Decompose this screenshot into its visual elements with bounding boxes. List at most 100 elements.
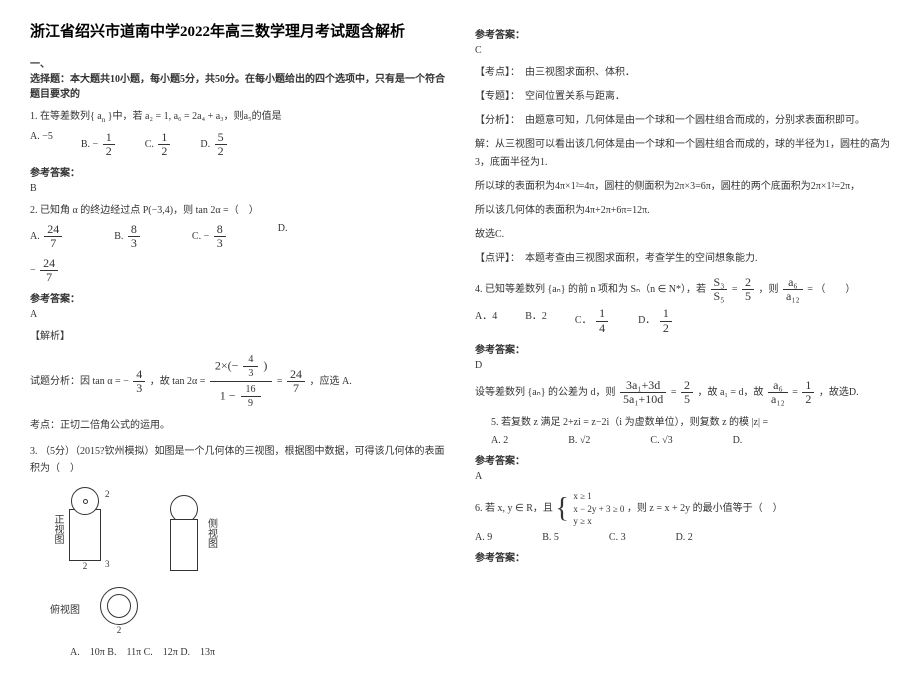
q4-optC-d: 4 xyxy=(596,322,608,335)
top-label: 俯视图 xyxy=(50,601,80,616)
q2-ans-label: 参考答案： xyxy=(30,290,445,305)
q4-end: ，故选D. xyxy=(819,387,859,398)
q4-eq3: = xyxy=(671,387,679,398)
q2-fx-n1: 4 xyxy=(133,368,145,382)
q6-optD: D. 2 xyxy=(676,532,693,543)
q3-stem: （5分）（2015?钦州模拟）如图是一个几何体的三视图，根据图中数据，可得该几何… xyxy=(30,446,444,474)
q2-res-d: 7 xyxy=(287,382,305,395)
q4-a12: a₁₂ xyxy=(783,290,803,303)
q3-ans-label: 参考答案： xyxy=(475,26,890,41)
q5-optC: C. √3 xyxy=(650,435,672,446)
q4-optD-d: 2 xyxy=(660,322,672,335)
question-2: 2. 已知角 α 的终边经过点 P(−3,4)，则 tan 2α =（ ） xyxy=(30,202,445,219)
q4-f1n: 3a₁+3d xyxy=(620,379,666,393)
q2-bigfrac: 2×(− 43 ) 1 − 169 xyxy=(210,352,273,411)
q6-ans-label: 参考答案： xyxy=(475,549,890,564)
front-dim-2: 2 xyxy=(105,489,110,499)
q2-bd-top: 1 − xyxy=(220,388,236,402)
sec-desc: 选择题：本大题共10小题，每小题5分，共50分。在每小题给出的四个选项中，只有是… xyxy=(30,74,445,100)
q2-options: A. 247 B. 83 C. − 83 D. xyxy=(30,223,445,250)
q1-optB-pre: B. − xyxy=(81,139,98,150)
q4-f1d: 5a₁+10d xyxy=(620,393,666,406)
front-label: 正视图 xyxy=(50,514,65,544)
q4-optC: C． 14 xyxy=(575,307,610,334)
q3-l3: 故选C. xyxy=(475,226,890,244)
q4-optC-n: 1 xyxy=(596,307,608,321)
q2-bd-d: 9 xyxy=(241,397,261,410)
q2-bn-top: 2×(− xyxy=(215,358,239,372)
q3-fx: 【分析】： 由题意可知，几何体是由一个球和一个圆柱组合而成的，分别求表面积即可。 xyxy=(475,112,890,130)
q3-kd: 【考点】： 由三视图求面积、体积． xyxy=(475,64,890,82)
q2-bn-d: 3 xyxy=(243,367,258,380)
q4-optD: D． 12 xyxy=(638,307,674,334)
q2-optD-pre2: − xyxy=(30,265,36,276)
sec-num: 一、 xyxy=(30,59,50,70)
q2-optB: B. 83 xyxy=(114,223,142,250)
q3-dp: 【点评】： 本题考查由三视图求面积，考查学生的空间想象能力. xyxy=(475,250,890,268)
q4-mid: ，故 a₁ = d，故 xyxy=(697,387,766,398)
question-6: 6. 若 x, y ∈ R，且 { x ≥ 1 x − 2y + 3 ≥ 0 y… xyxy=(475,490,890,528)
q3-zt: 【专题】： 空间位置关系与距离． xyxy=(475,88,890,106)
q4-f2n: a₆ xyxy=(768,379,788,393)
q2-res-end: ，应选 A. xyxy=(310,376,352,387)
q2-optC-pre: C. − xyxy=(192,231,209,242)
front-rect xyxy=(69,509,101,561)
q1-options: A. −5 B. − 12 C. 12 D. 52 xyxy=(30,131,445,158)
page-title: 浙江省绍兴市道南中学2022年高三数学理月考试题含解析 xyxy=(30,20,445,41)
three-view-diagram: 正视图 2 2 3 侧视图 xyxy=(50,487,445,571)
q4-vd: 5 xyxy=(742,290,754,303)
q5-ans-label: 参考答案： xyxy=(475,452,890,467)
q2-optC: C. − 83 xyxy=(192,223,228,250)
q2-optC-n: 8 xyxy=(214,223,226,237)
q4-ans: D xyxy=(475,360,890,371)
q1-optD-d: 2 xyxy=(215,145,227,158)
q4-eq4: = xyxy=(792,387,800,398)
top-view: 2 xyxy=(100,587,138,635)
q1-ans: B xyxy=(30,183,445,194)
q2-optD-n: 24 xyxy=(40,257,58,271)
q2-bn-n: 4 xyxy=(243,353,258,367)
q1-optB-n: 1 xyxy=(103,131,115,145)
q4-f1rd: 5 xyxy=(681,393,693,406)
q1-optB-d: 2 xyxy=(103,145,115,158)
q6-sys1: x ≥ 1 xyxy=(573,491,591,501)
q2-kaodian: 考点：正切二倍角公式的运用。 xyxy=(30,417,445,435)
q5-ans: A xyxy=(475,471,890,482)
q6-options: A. 9 B. 5 C. 3 D. 2 xyxy=(475,532,890,543)
question-3: 3. （5分）（2015?钦州模拟）如图是一个几何体的三视图，根据图中数据，可得… xyxy=(30,443,445,477)
q6-system: x ≥ 1 x − 2y + 3 ≥ 0 y ≥ x xyxy=(573,490,624,528)
top-inner xyxy=(107,594,131,618)
q2-jiexi: 【解析】 xyxy=(30,328,445,346)
side-view-group: 侧视图 xyxy=(170,495,253,571)
q4-optD-n: 1 xyxy=(660,307,672,321)
q4-jie-pre: 设等差数列 {aₙ} 的公差为 d，则 xyxy=(475,387,618,398)
q6-optC: C. 3 xyxy=(609,532,626,543)
q6-stem-b: ，则 z = x + 2y 的最小值等于（ ） xyxy=(627,503,783,514)
q4-options: A．4 B．2 C． 14 D． 12 xyxy=(475,307,890,334)
q4-fl: S₃ xyxy=(711,276,728,290)
q4-f2d: a₁₂ xyxy=(768,393,788,406)
q4-f1rn: 2 xyxy=(681,379,693,393)
left-column: 浙江省绍兴市道南中学2022年高三数学理月考试题含解析 一、 选择题：本大题共1… xyxy=(30,20,445,662)
q1-optC: C. 12 xyxy=(145,131,173,158)
q2-analysis: 试题分析：因 tan α = − 43 ，故 tan 2α = 2×(− 43 … xyxy=(30,352,445,411)
q2-optA-n: 24 xyxy=(44,223,62,237)
q4-ans-label: 参考答案： xyxy=(475,341,890,356)
q2-fx-mid: ，故 tan 2α = xyxy=(150,376,206,387)
right-column: 参考答案： C 【考点】： 由三视图求面积、体积． 【专题】： 空间位置关系与距… xyxy=(475,20,890,662)
q5-options: A. 2 B. √2 C. √3 D. xyxy=(491,435,890,446)
front-dim-w: 2 xyxy=(83,561,88,571)
q1-stem-a: 1. 在等差数列{ a xyxy=(30,111,102,122)
q4-optB: B．2 xyxy=(525,307,547,334)
q1-ans-label: 参考答案： xyxy=(30,164,445,179)
q1-optC-n: 1 xyxy=(158,131,170,145)
q2-bn-end: ) xyxy=(263,358,267,372)
section-1-head: 一、 选择题：本大题共10小题，每小题5分，共50分。在每小题给出的四个选项中，… xyxy=(30,55,445,100)
q2-optD-cont: − 247 xyxy=(30,257,445,284)
question-4: 4. 已知等差数列 {aₙ} 的前 n 项和为 Sₙ（n ∈ N*），若 S₃S… xyxy=(475,276,890,303)
question-5: 5. 若复数 z 满足 2+zi = z−2i（i 为虚数单位），则复数 z 的… xyxy=(491,414,890,431)
q5-optB: B. √2 xyxy=(568,435,590,446)
question-1: 1. 在等差数列{ an }中，若 a₂ = 1, a₆ = 2a₄ + a₃，… xyxy=(30,108,445,127)
q4-stem-a: 4. 已知等差数列 {aₙ} 的前 n 项和为 Sₙ（n ∈ N*），若 xyxy=(475,284,706,295)
front-view-group: 正视图 2 2 3 xyxy=(50,487,140,571)
